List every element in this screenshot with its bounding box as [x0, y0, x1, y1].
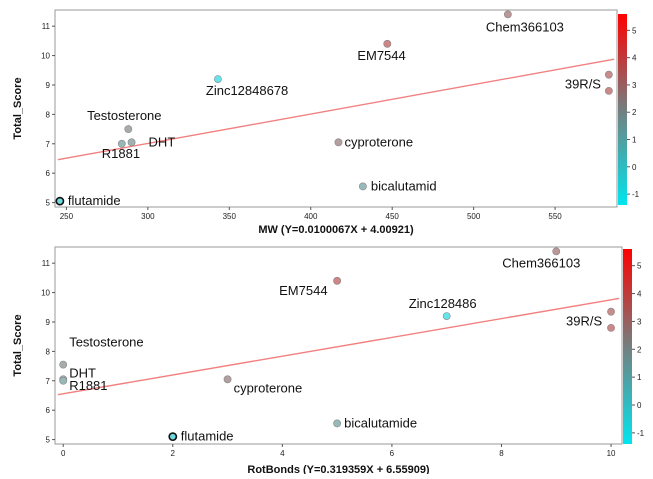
- mw-scatter-chart: 5 6 7 8 9 10 11 250 300 350 400 450 500 550 Total_Scor…: [0, 0, 653, 237]
- mw-xtick-label: 250: [60, 212, 74, 221]
- rotbonds-data-point: [59, 360, 68, 369]
- mw-ytick-label: 7: [46, 140, 51, 149]
- mw-point-label: R1881: [102, 146, 140, 161]
- rotbonds-colorbar-tick-label: -1: [637, 429, 645, 438]
- rotbonds-point-label: EM7544: [279, 283, 327, 298]
- mw-data-point: [604, 70, 613, 79]
- rotbonds-data-point: [168, 432, 178, 442]
- mw-xtick-label: 450: [386, 212, 400, 221]
- mw-colorbar: [618, 14, 627, 205]
- mw-xtick-label: 400: [304, 212, 318, 221]
- mw-point-label: flutamide: [68, 193, 121, 208]
- mw-point-label: Zinc12848678: [206, 83, 288, 98]
- rotbonds-colorbar-tick-label: 2: [637, 345, 642, 354]
- rotbonds-point-label: DHT: [69, 365, 96, 380]
- mw-colorbar-tick-label: 3: [632, 81, 637, 90]
- mw-colorbar-tick-label: 2: [632, 108, 637, 117]
- mw-data-point: [383, 39, 392, 48]
- rotbonds-ytick-label: 6: [46, 406, 51, 415]
- rotbonds-xtick-label: 6: [390, 449, 395, 458]
- mw-colorbar-tick-label: 4: [632, 54, 637, 63]
- rotbonds-colorbar-tick-label: 1: [637, 373, 642, 382]
- rotbonds-point-label: R1881: [69, 378, 107, 393]
- rotbonds-x-axis-label: RotBonds (Y=0.319359X + 6.55909): [247, 464, 430, 474]
- rotbonds-plot-frame: [54, 246, 623, 445]
- mw-point-label: Chem366103: [486, 19, 564, 34]
- mw-data-point: [124, 125, 133, 133]
- rotbonds-point-label: bicalutamide: [344, 415, 417, 430]
- mw-data-point: [117, 139, 126, 148]
- mw-data-point: [358, 182, 367, 191]
- rotbonds-xtick-label: 10: [607, 449, 616, 458]
- rotbonds-point-label: Testosterone: [69, 335, 143, 350]
- rotbonds-colorbar: [623, 249, 632, 444]
- mw-xtick-label: 300: [141, 212, 155, 221]
- rotbonds-data-point: [552, 247, 561, 256]
- mw-colorbar-tick-label: 1: [632, 136, 637, 145]
- mw-point-label: DHT: [149, 134, 176, 149]
- mw-data-point: [55, 196, 65, 206]
- mw-xtick-label: 500: [467, 212, 481, 221]
- mw-ytick-label: 8: [46, 110, 51, 119]
- mw-xtick-label: 550: [548, 212, 562, 221]
- rotbonds-ytick-label: 7: [46, 377, 51, 386]
- rotbonds-point-label: cyproterone: [234, 380, 303, 395]
- mw-data-point: [127, 138, 136, 147]
- rotbonds-ytick-label: 8: [46, 347, 51, 356]
- mw-ytick-label: 11: [42, 22, 51, 31]
- mw-y-axis-label: Total_Score: [12, 77, 24, 139]
- mw-colorbar-tick-label: 0: [632, 163, 637, 172]
- rotbonds-xtick-label: 2: [171, 449, 176, 458]
- rotbonds-point-label: Chem366103: [502, 255, 580, 270]
- mw-point-label: cyproterone: [344, 134, 413, 149]
- rotbonds-data-point: [223, 375, 232, 384]
- rotbonds-xtick-label: 0: [61, 449, 66, 458]
- rotbonds-colorbar-tick-label: 3: [637, 317, 642, 326]
- rotbonds-xtick-label: 8: [499, 449, 504, 458]
- mw-colorbar-tick-label: -1: [632, 190, 640, 199]
- rotbonds-point-label: flutamide: [181, 429, 234, 444]
- mw-point-label: EM7544: [357, 48, 405, 63]
- mw-point-label: Testosterone: [87, 108, 161, 123]
- mw-ytick-label: 5: [46, 199, 51, 208]
- rotbonds-data-point: [607, 307, 615, 316]
- rotbonds-ytick-label: 10: [41, 289, 50, 298]
- rotbonds-y-axis-label: Total_Score: [12, 314, 24, 376]
- rotbonds-colorbar-tick-label: 4: [637, 290, 642, 299]
- mw-point-label: 39R/S: [565, 77, 601, 92]
- mw-regression-line: [57, 58, 615, 161]
- rotbonds-colorbar-tick-label: 5: [637, 262, 642, 271]
- rotbonds-data-point: [59, 376, 68, 385]
- rotbonds-colorbar-tick-label: 0: [637, 401, 642, 410]
- mw-point-label: bicalutamid: [371, 178, 437, 193]
- rotbonds-scatter-chart: 5 6 7 8 9 10 11 0 2 4 6 8 10 Total_Score RotBonds (Y=0…: [0, 237, 653, 476]
- rotbonds-point-label: Zinc128486: [409, 296, 477, 311]
- rotbonds-data-point: [607, 323, 615, 332]
- mw-ytick-label: 6: [46, 169, 51, 178]
- mw-data-point: [334, 138, 343, 147]
- rotbonds-regression-line: [57, 297, 620, 396]
- rotbonds-ytick-label: 5: [46, 436, 51, 445]
- rotbonds-ytick-label: 9: [46, 318, 51, 327]
- rotbonds-xtick-label: 4: [280, 449, 285, 458]
- mw-ytick-label: 10: [41, 52, 50, 61]
- mw-data-point: [213, 75, 222, 83]
- mw-ytick-label: 9: [46, 81, 51, 90]
- rotbonds-ytick-label: 11: [42, 259, 51, 268]
- rotbonds-data-point: [333, 276, 342, 285]
- rotbonds-data-point: [442, 312, 451, 320]
- rotbonds-point-label: 39R/S: [566, 314, 602, 329]
- mw-data-point: [604, 86, 613, 95]
- rotbonds-data-point: [333, 419, 342, 428]
- mw-x-axis-label: MW (Y=0.0100067X + 4.00921): [258, 224, 414, 236]
- mw-colorbar-tick-label: 5: [632, 26, 637, 35]
- mw-plot-frame: [54, 9, 618, 208]
- mw-xtick-label: 350: [223, 212, 237, 221]
- mw-data-point: [503, 10, 512, 19]
